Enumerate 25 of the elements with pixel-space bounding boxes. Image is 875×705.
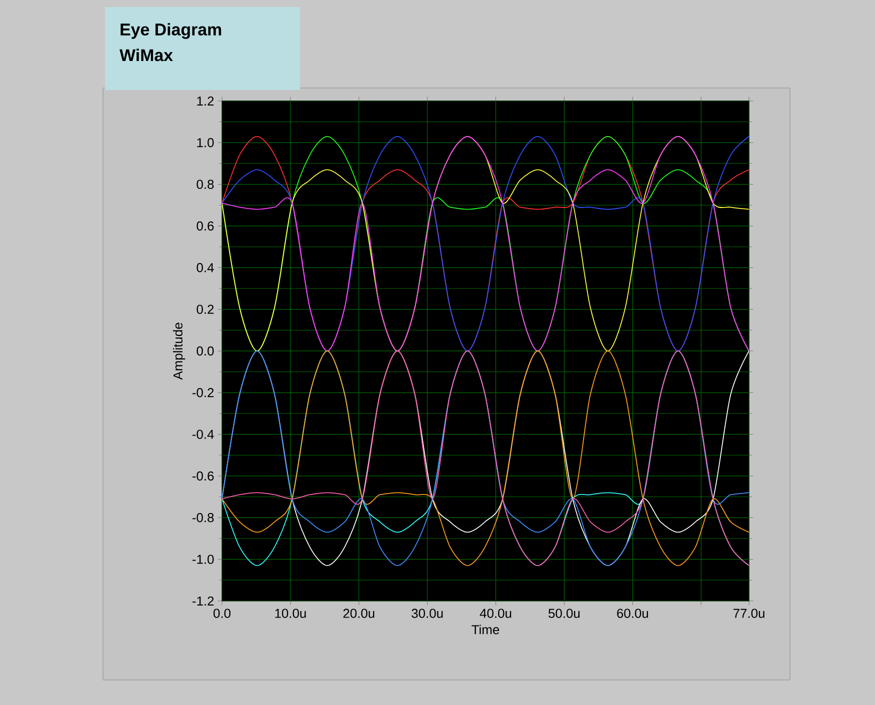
chart-title: Eye Diagram	[120, 23, 222, 39]
x-tick-label: 40.0u	[480, 608, 512, 618]
x-tick-label: 77.0u	[733, 608, 764, 618]
x-tick-label: 20.0u	[343, 608, 374, 618]
y-tick-label: 0.8	[196, 180, 214, 189]
y-tick-label: -0.4	[192, 430, 214, 439]
x-tick-label: 30.0u	[412, 608, 443, 618]
x-tick-label: 10.0u	[275, 608, 306, 618]
y-tick-label: 0.6	[196, 221, 214, 231]
chart-subtitle: WiMax	[120, 48, 173, 62]
y-tick-label: 0.2	[196, 304, 214, 314]
y-tick-label: 0.4	[196, 263, 214, 272]
y-tick-label: 1.2	[197, 96, 214, 106]
y-axis-title: Amplitude	[173, 322, 186, 380]
y-tick-label: 0.0	[196, 346, 214, 356]
y-tick-label: -0.2	[192, 388, 214, 398]
y-tick-label: 1.0	[197, 138, 214, 148]
x-tick-label: 50.0u	[548, 608, 580, 618]
y-tick-label: -1.2	[192, 596, 214, 606]
x-tick-label: 60.0u	[617, 608, 648, 618]
x-axis-title: Time	[472, 624, 500, 634]
y-tick-label: -0.8	[192, 513, 214, 522]
x-tick-label: 0.0	[214, 608, 231, 618]
y-tick-label: -0.6	[192, 471, 214, 481]
y-tick-label: -1.0	[192, 554, 214, 564]
